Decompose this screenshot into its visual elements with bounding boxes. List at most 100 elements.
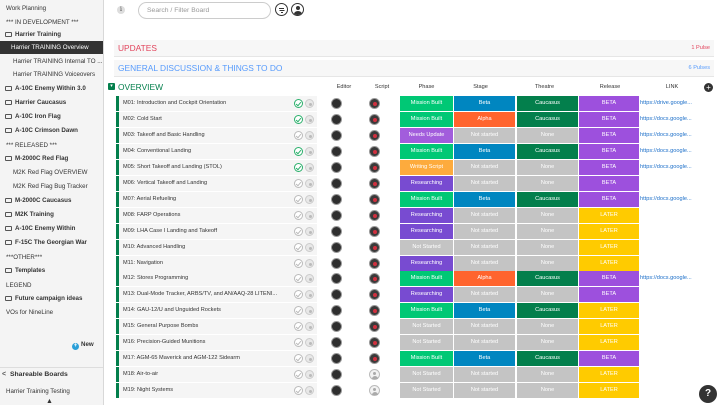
info-icon[interactable]: i xyxy=(117,6,125,14)
conversation-icon[interactable] xyxy=(305,99,314,108)
check-icon[interactable] xyxy=(294,194,303,204)
theatre-status[interactable]: Caucasus xyxy=(517,191,578,207)
sidebar-item[interactable]: *** IN DEVELOPMENT *** xyxy=(0,16,103,29)
link-cell[interactable] xyxy=(640,303,700,318)
release-status[interactable]: BETA xyxy=(579,96,639,111)
conversation-icon[interactable] xyxy=(305,146,314,156)
pulse-name[interactable]: M19: Night Systems xyxy=(119,383,293,399)
column-header-phase[interactable]: Phase xyxy=(418,84,435,90)
theatre-status[interactable]: None xyxy=(517,367,578,383)
theatre-status[interactable]: None xyxy=(517,335,578,351)
script-cell[interactable] xyxy=(355,240,393,255)
table-row[interactable]: M14: GAU-12/U and Unguided Rockets Missio… xyxy=(114,303,714,319)
sidebar-item[interactable]: VOs for NineLine xyxy=(0,306,103,319)
table-row[interactable]: M02: Cold Start Mission Built Alpha Caucasu… xyxy=(114,111,714,128)
script-cell[interactable] xyxy=(355,112,393,127)
table-row[interactable]: M01: Introduction and Cockpit Orientatio… xyxy=(114,96,714,112)
editor-cell[interactable] xyxy=(317,96,355,111)
link-cell[interactable]: https://docs.google... xyxy=(640,163,692,170)
search-input[interactable]: Search / Filter Board xyxy=(138,2,271,19)
script-cell[interactable] xyxy=(355,208,393,223)
script-cell[interactable] xyxy=(355,176,393,191)
phase-status[interactable]: Researching xyxy=(400,207,453,223)
script-cell[interactable] xyxy=(355,128,393,143)
check-icon[interactable] xyxy=(294,290,303,300)
link-cell[interactable] xyxy=(640,240,700,255)
table-row[interactable]: M19: Night Systems Not Started Not started… xyxy=(114,383,714,399)
group-title[interactable]: OVERVIEW xyxy=(118,82,163,92)
editor-cell[interactable] xyxy=(317,208,355,223)
release-status[interactable]: BETA xyxy=(579,143,639,159)
release-status[interactable]: BETA xyxy=(579,111,639,127)
stage-status[interactable]: Not started xyxy=(454,207,515,223)
link-cell[interactable] xyxy=(640,224,700,239)
table-row[interactable]: M12: Stores Programming Mission Built Alph… xyxy=(114,271,714,287)
check-icon[interactable] xyxy=(294,274,303,284)
shareable-boards-section[interactable]: < Shareable Boards xyxy=(0,367,103,381)
theatre-status[interactable]: Caucasus xyxy=(517,303,578,319)
editor-cell[interactable] xyxy=(317,128,355,143)
script-cell[interactable] xyxy=(355,367,393,382)
script-cell[interactable] xyxy=(355,271,393,286)
conversation-icon[interactable] xyxy=(305,130,314,140)
editor-cell[interactable] xyxy=(317,240,355,255)
check-icon[interactable] xyxy=(294,306,303,316)
stage-status[interactable]: Not started xyxy=(454,127,515,143)
stage-status[interactable]: Not started xyxy=(454,175,515,191)
release-status[interactable]: LATER xyxy=(579,335,639,351)
theatre-status[interactable]: Caucasus xyxy=(517,271,578,287)
sidebar-item[interactable]: A-10C Iron Flag xyxy=(0,110,103,123)
release-status[interactable]: BETA xyxy=(579,271,639,287)
release-status[interactable]: LATER xyxy=(579,207,639,223)
release-status[interactable]: BETA xyxy=(579,351,639,367)
column-header-release[interactable]: Release xyxy=(599,84,621,90)
phase-status[interactable]: Mission Built xyxy=(400,191,453,207)
pulse-name[interactable]: M16: Precision-Guided Munitions xyxy=(119,335,293,351)
theatre-status[interactable]: Caucasus xyxy=(517,351,578,367)
sidebar-item[interactable]: A-10C Enemy Within 3.0 xyxy=(0,82,103,95)
link-cell[interactable]: https://docs.google... xyxy=(640,131,692,138)
column-header-stage[interactable]: Stage xyxy=(473,84,488,90)
phase-status[interactable]: Researching xyxy=(400,175,453,191)
conversation-icon[interactable] xyxy=(305,386,314,396)
stage-status[interactable]: Beta xyxy=(454,303,515,319)
pulse-name[interactable]: M11: Navigation xyxy=(119,255,293,271)
sidebar-item[interactable]: Harrier TRAINING Overview xyxy=(0,41,103,54)
link-cell[interactable]: https://docs.google... xyxy=(640,115,692,122)
pulse-name[interactable]: M07: Aerial Refueling xyxy=(119,191,293,207)
theatre-status[interactable]: Caucasus xyxy=(517,96,578,111)
pulse-name[interactable]: M02: Cold Start xyxy=(119,111,293,127)
phase-status[interactable]: Not Started xyxy=(400,367,453,383)
pulse-name[interactable]: M09: LHA Case I Landing and Takeoff xyxy=(119,223,293,239)
table-row[interactable]: M13: Dual-Mode Tracker, ARBS/TV, and AN/… xyxy=(114,287,714,303)
check-icon[interactable] xyxy=(294,354,303,364)
theatre-status[interactable]: None xyxy=(517,287,578,303)
theatre-status[interactable]: Caucasus xyxy=(517,143,578,159)
phase-status[interactable]: Not Started xyxy=(400,239,453,255)
check-icon[interactable] xyxy=(294,370,303,380)
release-status[interactable]: BETA xyxy=(579,127,639,143)
conversation-icon[interactable] xyxy=(305,290,314,300)
script-cell[interactable] xyxy=(355,144,393,159)
pulse-name[interactable]: M15: General Purpose Bombs xyxy=(119,319,293,335)
stage-status[interactable]: Not started xyxy=(454,159,515,175)
check-icon[interactable] xyxy=(294,162,303,172)
sidebar-item[interactable]: Templates xyxy=(0,264,103,277)
sidebar-item[interactable]: Work Planning xyxy=(0,2,103,15)
stage-status[interactable]: Not started xyxy=(454,239,515,255)
conversation-icon[interactable] xyxy=(305,114,314,124)
phase-status[interactable]: Mission Built xyxy=(400,111,453,127)
stage-status[interactable]: Not started xyxy=(454,287,515,303)
phase-status[interactable]: Not Started xyxy=(400,335,453,351)
stage-status[interactable]: Beta xyxy=(454,351,515,367)
stage-status[interactable]: Not started xyxy=(454,255,515,271)
pulse-name[interactable]: M12: Stores Programming xyxy=(119,271,293,287)
link-cell[interactable]: https://docs.google... xyxy=(640,195,692,202)
sidebar-item[interactable]: M-2000C Red Flag xyxy=(0,152,103,165)
person-filter-icon[interactable] xyxy=(291,3,304,16)
sidebar-item-harrier-training-testing[interactable]: Harrier Training Testing xyxy=(6,388,70,395)
conversation-icon[interactable] xyxy=(305,258,314,268)
pulse-name[interactable]: M01: Introduction and Cockpit Orientatio… xyxy=(119,96,293,111)
pulse-name[interactable]: M03: Takeoff and Basic Handling xyxy=(119,127,293,143)
pulse-name[interactable]: M06: Vertical Takeoff and Landing xyxy=(119,175,293,191)
